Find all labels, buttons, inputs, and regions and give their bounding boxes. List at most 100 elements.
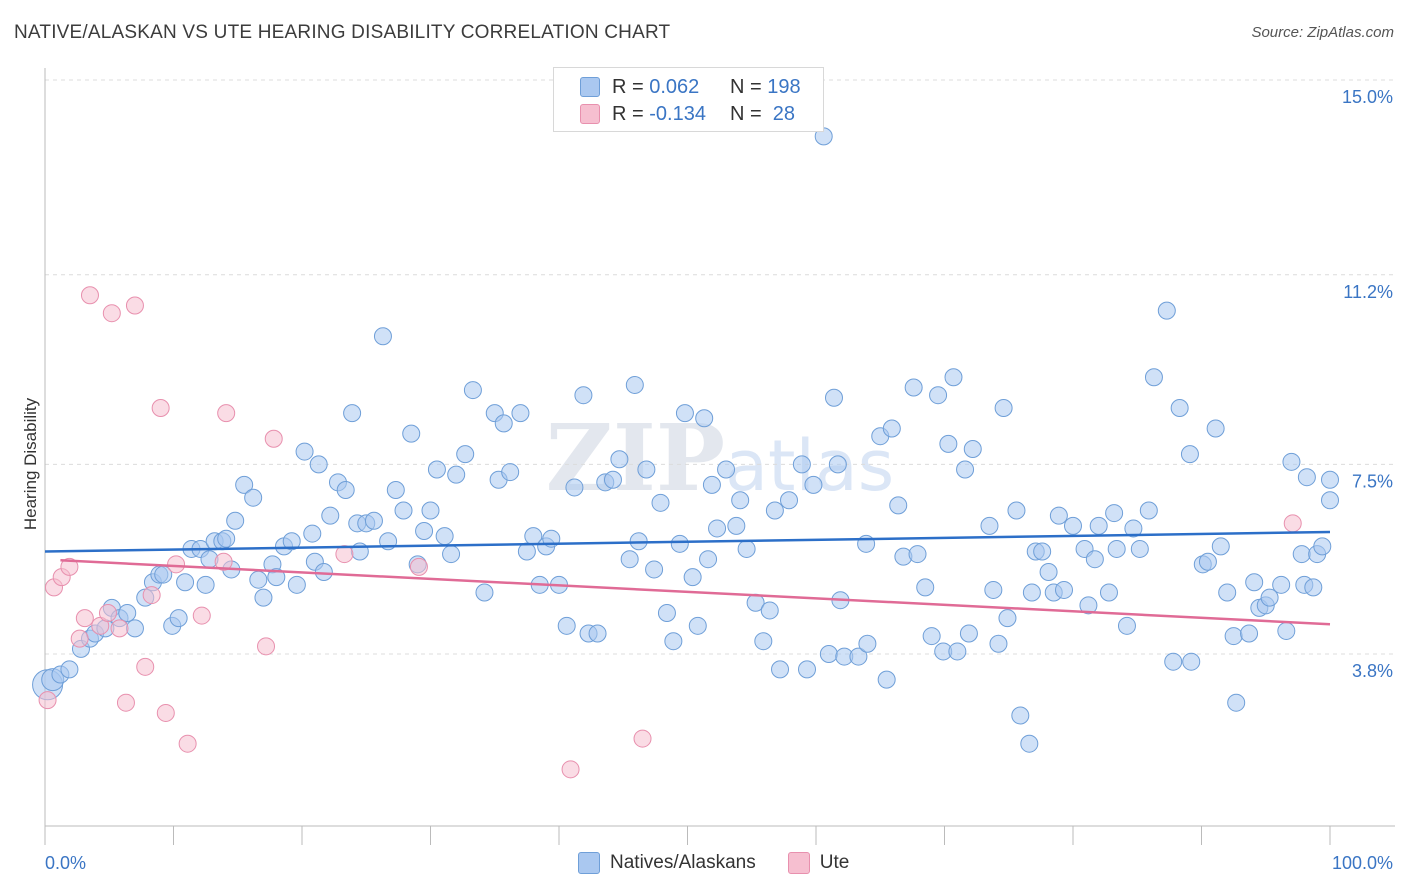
data-point-natives (1139, 501, 1158, 520)
data-point-ute (561, 760, 580, 779)
data-point-ute (264, 429, 283, 448)
data-point-natives (737, 539, 756, 558)
data-point-ute (136, 657, 155, 676)
legend-n-label: N = (730, 102, 768, 125)
data-point-natives (819, 645, 838, 663)
legend-swatch-ute (580, 104, 600, 124)
data-point-natives (1292, 545, 1311, 564)
data-point-natives (889, 496, 908, 515)
data-point-natives (1144, 368, 1163, 387)
data-point-natives (989, 634, 1008, 653)
data-point-natives (1245, 573, 1264, 592)
data-point-natives (1180, 445, 1199, 464)
data-point-natives (1272, 575, 1291, 594)
data-point-ute (125, 296, 144, 315)
data-point-natives (798, 660, 817, 679)
data-point-natives (1206, 419, 1225, 438)
data-point-ute (116, 693, 135, 712)
data-point-natives (1211, 537, 1230, 556)
data-point-natives (176, 573, 195, 592)
data-point-natives (267, 568, 286, 587)
gridlines (45, 79, 1395, 655)
data-point-natives (699, 550, 718, 569)
trend-lines (44, 530, 1331, 626)
data-point-natives (386, 481, 405, 499)
data-point-natives (849, 647, 868, 666)
data-point-ute (192, 606, 211, 625)
data-point-natives (828, 455, 847, 474)
series-natives-points (32, 127, 1339, 753)
data-point-natives (494, 414, 513, 433)
data-point-natives (456, 445, 475, 464)
data-point-ute (60, 557, 79, 576)
data-point-natives (1282, 452, 1301, 471)
data-point-ute (1283, 514, 1302, 533)
data-point-natives (804, 475, 823, 494)
data-point-natives (708, 519, 727, 538)
data-point-natives (303, 524, 322, 543)
y-tick-label: 7.5% (1352, 471, 1393, 491)
data-point-natives (771, 660, 790, 679)
data-point-natives (1099, 583, 1118, 602)
data-point-natives (1064, 516, 1082, 535)
data-point-natives (702, 475, 721, 494)
data-point-natives (442, 545, 461, 564)
data-point-natives (1011, 706, 1030, 725)
data-point-natives (402, 424, 421, 443)
series-legend: Natives/Alaskans Ute (578, 852, 881, 874)
x-tick-label: 0.0% (45, 853, 86, 873)
data-point-natives (792, 455, 811, 474)
data-point-natives (1321, 470, 1339, 489)
data-point-natives (1313, 537, 1332, 556)
data-point-natives (501, 463, 520, 482)
data-point-natives (557, 616, 576, 635)
data-point-natives (217, 529, 236, 548)
data-point-natives (565, 478, 584, 497)
data-point-natives (765, 501, 784, 520)
data-point-natives (427, 460, 446, 479)
data-point-natives (373, 327, 392, 346)
data-point-natives (309, 455, 328, 474)
data-point-natives (421, 501, 440, 520)
data-point-natives (1107, 539, 1126, 558)
data-point-natives (651, 493, 670, 512)
data-point-natives (980, 516, 999, 535)
data-point-natives (1022, 583, 1041, 602)
data-point-natives (1020, 734, 1039, 753)
data-point-natives (1321, 491, 1339, 510)
data-point-natives (727, 516, 746, 535)
legend-n-value: 198 (767, 75, 801, 98)
legend-n-value: 28 (767, 102, 796, 125)
data-point-natives (588, 624, 607, 643)
legend-item-natives: Natives/Alaskans (578, 852, 756, 874)
trend-line-ute (60, 558, 1331, 626)
legend-label-natives: Natives/Alaskans (610, 852, 756, 873)
legend-r-label: R = (612, 75, 650, 98)
data-point-natives (1117, 616, 1136, 635)
data-point-natives (364, 511, 383, 530)
data-point-natives (1277, 621, 1296, 640)
data-point-natives (244, 488, 263, 507)
x-tick-label: 100.0% (1332, 853, 1393, 873)
series-ute-points (38, 286, 1302, 779)
data-point-natives (1105, 504, 1124, 523)
data-point-natives (1157, 301, 1176, 320)
data-point-natives (511, 404, 530, 423)
data-point-natives (1164, 652, 1183, 671)
data-point-natives (196, 575, 215, 594)
data-point-natives (998, 609, 1017, 628)
stats-legend: R = 0.062 N = 198 R = -0.134 N = 28 (553, 67, 824, 132)
data-point-natives (1079, 596, 1098, 615)
data-point-natives (226, 511, 245, 530)
data-point-natives (908, 545, 927, 564)
data-point-natives (858, 634, 877, 653)
data-point-natives (282, 532, 301, 551)
data-point-ute (167, 555, 186, 574)
legend-r-value: 0.062 (649, 75, 700, 98)
y-tick-label: 11.2% (1343, 282, 1393, 302)
data-point-ute (110, 619, 129, 638)
data-point-natives (754, 632, 773, 651)
data-point-natives (780, 491, 799, 510)
legend-r-value: -0.134 (649, 102, 706, 125)
